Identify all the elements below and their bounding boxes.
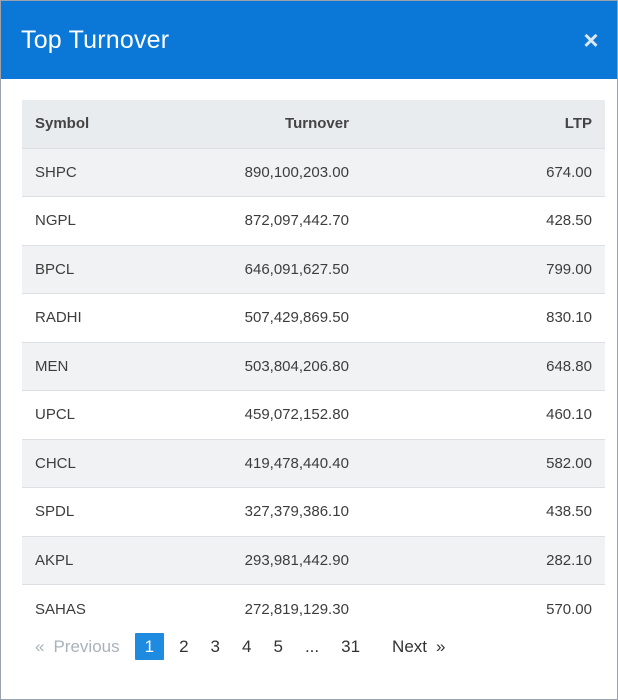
table-row[interactable]: SAHAS 272,819,129.30 570.00 [22,584,605,633]
cell-ltp: 582.00 [546,454,592,472]
cell-turnover: 419,478,440.40 [244,454,349,472]
close-icon[interactable]: × [583,25,599,55]
chevron-double-right-icon: » [436,637,446,656]
table-header: Symbol Turnover LTP [22,100,605,148]
turnover-table: Symbol Turnover LTP SHPC 890,100,203.00 67… [22,100,605,633]
pagination-ellipsis: ... [304,637,320,656]
column-header-ltp[interactable]: LTP [564,115,592,133]
column-header-symbol[interactable]: Symbol [35,115,90,133]
table-row[interactable]: UPCL 459,072,152.80 460.10 [22,390,605,439]
page-link-3[interactable]: 3 [210,637,221,656]
page-link-1[interactable]: 1 [134,633,165,660]
next-label: Next [392,637,428,656]
cell-symbol: CHCL [35,454,76,472]
table-row[interactable]: MEN 503,804,206.80 648.80 [22,342,605,391]
page-link-4[interactable]: 4 [242,637,252,656]
table-row[interactable]: RADHI 507,429,869.50 830.10 [22,293,605,342]
cell-ltp: 282.10 [546,551,592,569]
cell-symbol: RADHI [35,309,82,327]
cell-turnover: 503,804,206.80 [244,357,349,375]
cell-symbol: MEN [35,357,69,375]
cell-turnover: 872,097,442.70 [244,212,349,230]
previous-page-button[interactable]: « Previous [28,633,127,660]
pagination: « Previous 1 2 3 4 5... 31 Next » [28,633,452,660]
cell-ltp: 438.50 [546,503,592,521]
cell-ltp: 460.10 [546,406,592,424]
table-row[interactable]: NGPL 872,097,442.70 428.50 [22,196,605,245]
table-row[interactable]: SHPC 890,100,203.00 674.00 [22,148,605,197]
cell-turnover: 507,429,869.50 [244,309,349,327]
page-link-31[interactable]: 31 [341,637,361,656]
cell-ltp: 570.00 [546,600,592,618]
cell-symbol: BPCL [35,260,75,278]
page-list: 1 2 3 4 5... 31 [129,633,371,660]
cell-turnover: 459,072,152.80 [244,406,349,424]
column-header-turnover[interactable]: Turnover [285,115,349,133]
cell-symbol: SHPC [35,163,77,181]
cell-ltp: 799.00 [546,260,592,278]
table-row[interactable]: AKPL 293,981,442.90 282.10 [22,536,605,585]
cell-turnover: 327,379,386.10 [244,503,349,521]
next-page-button[interactable]: Next » [385,633,452,660]
cell-turnover: 646,091,627.50 [244,260,349,278]
turnover-table-container: Symbol Turnover LTP SHPC 890,100,203.00 67… [22,100,605,633]
cell-ltp: 830.10 [546,309,592,327]
page-link-2[interactable]: 2 [179,637,189,656]
cell-ltp: 674.00 [546,163,592,181]
table-row[interactable]: SPDL 327,379,386.10 438.50 [22,487,605,536]
cell-symbol: AKPL [35,551,74,569]
table-row[interactable]: CHCL 419,478,440.40 582.00 [22,439,605,488]
cell-ltp: 428.50 [546,212,592,230]
cell-symbol: SAHAS [35,600,86,618]
modal-header: Top Turnover × [1,1,617,79]
cell-symbol: UPCL [35,406,76,424]
table-row[interactable]: BPCL 646,091,627.50 799.00 [22,245,605,294]
table-header-row: Symbol Turnover LTP [22,100,605,148]
cell-ltp: 648.80 [546,357,592,375]
cell-turnover: 293,981,442.90 [244,551,349,569]
previous-label: Previous [53,637,120,656]
cell-turnover: 890,100,203.00 [244,163,349,181]
table-body: SHPC 890,100,203.00 674.00 NGPL 872,097,442.… [22,148,605,633]
cell-turnover: 272,819,129.30 [244,600,349,618]
cell-symbol: SPDL [35,503,75,521]
chevron-double-left-icon: « [35,637,45,656]
cell-symbol: NGPL [35,212,76,230]
modal-title: Top Turnover [21,25,170,54]
page-link-5[interactable]: 5 [273,637,283,656]
